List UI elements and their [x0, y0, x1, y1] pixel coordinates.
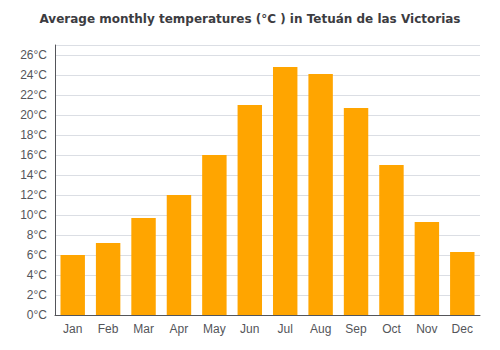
- svg-text:Feb: Feb: [98, 322, 119, 336]
- svg-text:Aug: Aug: [310, 322, 331, 336]
- svg-text:24°C: 24°C: [20, 68, 47, 82]
- svg-text:26°C: 26°C: [20, 48, 47, 62]
- svg-text:2°C: 2°C: [27, 288, 47, 302]
- svg-text:12°C: 12°C: [20, 188, 47, 202]
- svg-text:Dec: Dec: [452, 322, 473, 336]
- svg-text:Apr: Apr: [170, 322, 189, 336]
- svg-text:0°C: 0°C: [27, 308, 47, 322]
- svg-text:16°C: 16°C: [20, 148, 47, 162]
- svg-text:Mar: Mar: [133, 322, 154, 336]
- svg-text:Jul: Jul: [278, 322, 293, 336]
- svg-text:4°C: 4°C: [27, 268, 47, 282]
- svg-text:Nov: Nov: [416, 322, 437, 336]
- svg-text:Oct: Oct: [382, 322, 401, 336]
- svg-text:6°C: 6°C: [27, 248, 47, 262]
- svg-text:18°C: 18°C: [20, 128, 47, 142]
- svg-text:14°C: 14°C: [20, 168, 47, 182]
- svg-text:Sep: Sep: [345, 322, 367, 336]
- svg-text:10°C: 10°C: [20, 208, 47, 222]
- svg-text:8°C: 8°C: [27, 228, 47, 242]
- svg-text:Average monthly temperatures (: Average monthly temperatures (°C ) in Te…: [40, 12, 461, 26]
- svg-text:22°C: 22°C: [20, 88, 47, 102]
- svg-text:May: May: [203, 322, 226, 336]
- svg-text:Jan: Jan: [63, 322, 82, 336]
- svg-text:Jun: Jun: [240, 322, 259, 336]
- svg-text:20°C: 20°C: [20, 108, 47, 122]
